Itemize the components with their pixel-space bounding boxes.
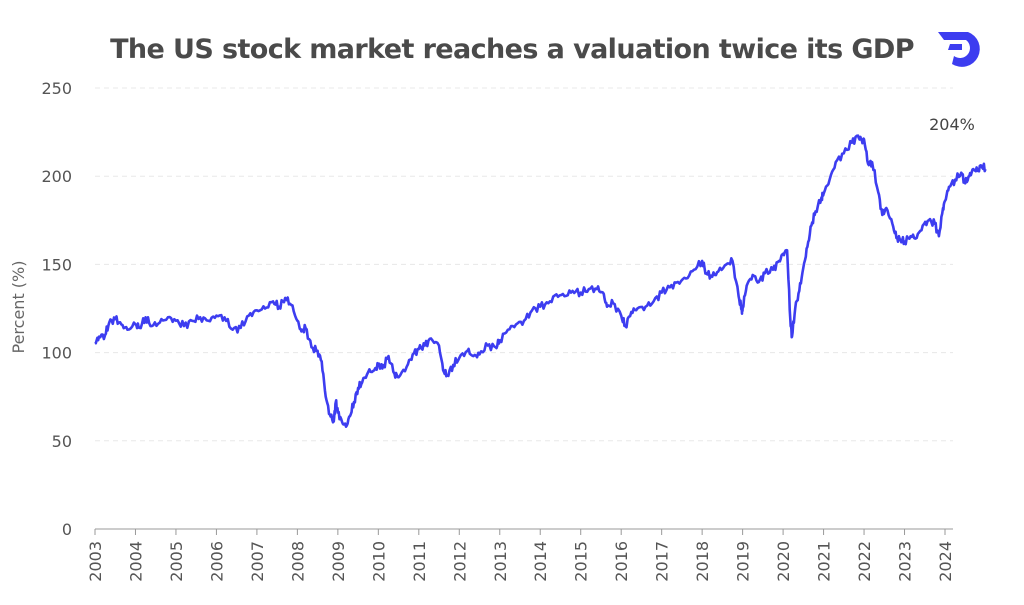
series-line — [94, 134, 987, 428]
x-tick-labels: 2003 2004 2005 2006 2007 2008 2009 2010 2011 2012… — [86, 541, 955, 582]
x-tick-label: 2005 — [167, 541, 186, 582]
x-tick-label: 2008 — [288, 541, 307, 582]
gridlines — [95, 87, 953, 442]
x-tick-label: 2016 — [612, 541, 631, 582]
last-value-annotation: 204% — [929, 115, 975, 134]
y-tick-label: 200 — [41, 167, 72, 186]
y-tick-labels: 0 50 100 150 200 250 — [41, 79, 72, 539]
x-tick-label: 2009 — [329, 541, 348, 582]
y-tick-label: 0 — [62, 520, 72, 539]
y-tick-label: 100 — [41, 344, 72, 363]
y-tick-label: 250 — [41, 79, 72, 98]
y-tick-label: 150 — [41, 255, 72, 274]
x-tick-label: 2017 — [653, 541, 672, 582]
x-tick-label: 2024 — [936, 541, 955, 582]
y-tick-label: 50 — [52, 432, 72, 451]
x-tick-label: 2011 — [410, 541, 429, 582]
x-tick-label: 2020 — [774, 541, 793, 582]
series-layer — [94, 134, 987, 428]
x-tick-label: 2003 — [86, 541, 105, 582]
x-tick-label: 2004 — [126, 541, 145, 582]
x-tick-label: 2023 — [896, 541, 915, 582]
y-axis-title: Percent (%) — [9, 261, 28, 354]
x-tick-label: 2022 — [855, 541, 874, 582]
x-tick-label: 2019 — [734, 541, 753, 582]
axes — [94, 528, 953, 535]
x-tick-label: 2021 — [815, 541, 834, 582]
x-tick-label: 2015 — [572, 541, 591, 582]
x-tick-label: 2012 — [450, 541, 469, 582]
x-tick-label: 2013 — [491, 541, 510, 582]
x-tick-label: 2018 — [693, 541, 712, 582]
brand-logo — [938, 32, 980, 67]
x-tick-label: 2006 — [207, 541, 226, 582]
x-tick-label: 2010 — [369, 541, 388, 582]
chart-title: The US stock market reaches a valuation … — [110, 34, 914, 65]
x-tick-label: 2007 — [248, 541, 267, 582]
x-tick-label: 2014 — [531, 541, 550, 582]
